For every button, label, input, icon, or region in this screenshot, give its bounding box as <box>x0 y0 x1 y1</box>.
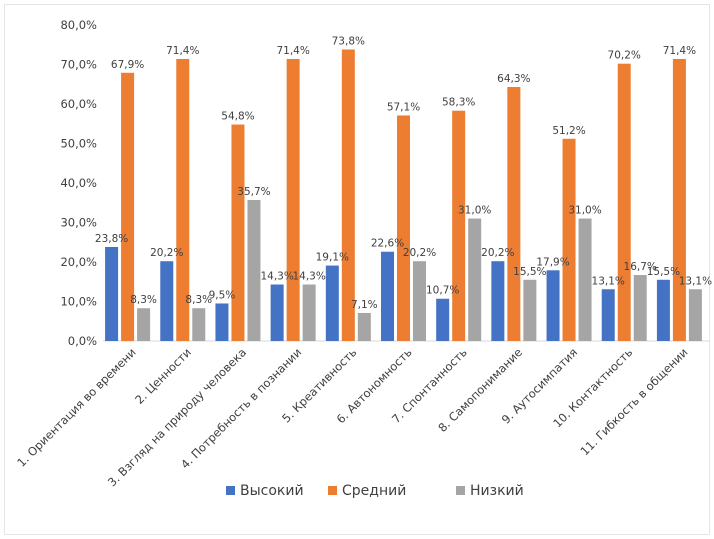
bar-low <box>137 308 151 341</box>
data-label: 23,8% <box>95 233 128 245</box>
y-tick-label: 20,0% <box>60 255 97 269</box>
x-category-label: 1. Ориентация во времени <box>14 345 138 469</box>
data-label: 20,2% <box>150 247 183 259</box>
data-label: 17,9% <box>536 256 569 268</box>
bar-high <box>105 246 119 341</box>
data-label: 71,4% <box>663 45 696 57</box>
bar-high <box>491 261 505 341</box>
bar-high <box>270 284 284 341</box>
y-tick-label: 80,0% <box>60 18 97 32</box>
bar-medium <box>341 49 355 342</box>
data-label: 13,1% <box>592 275 625 287</box>
bar-medium <box>507 87 521 341</box>
y-tick-label: 70,0% <box>60 58 97 72</box>
data-label: 20,2% <box>403 247 436 259</box>
bar-high <box>601 289 615 341</box>
data-label: 22,6% <box>371 238 404 250</box>
data-label: 15,5% <box>513 266 546 278</box>
data-label: 54,8% <box>221 111 254 123</box>
bar-medium <box>231 124 245 341</box>
data-label: 58,3% <box>442 97 475 109</box>
data-label: 8,3% <box>130 294 157 306</box>
x-category-label: 2. Ценности <box>132 345 194 407</box>
bar-low <box>578 218 592 341</box>
bar-medium <box>121 72 135 342</box>
bar-low <box>302 284 316 341</box>
data-label: 10,7% <box>426 285 459 297</box>
legend-swatch <box>226 486 235 495</box>
bar-medium <box>286 58 300 341</box>
bar-medium <box>672 58 686 341</box>
bar-high <box>656 279 670 341</box>
bars <box>105 49 702 342</box>
data-label: 73,8% <box>332 35 365 47</box>
y-tick-label: 0,0% <box>68 334 97 348</box>
bar-low <box>247 199 261 341</box>
data-label: 19,1% <box>316 252 349 264</box>
data-label: 13,1% <box>679 275 712 287</box>
bar-medium <box>617 63 631 342</box>
data-label: 71,4% <box>166 45 199 57</box>
data-label: 8,3% <box>185 294 212 306</box>
legend: Высокий Средний Низкий <box>226 483 524 499</box>
data-labels: 23,8%67,9%8,3%20,2%71,4%8,3%9,5%54,8%35,… <box>95 35 712 310</box>
legend-swatch <box>328 486 337 495</box>
data-label: 35,7% <box>237 186 270 198</box>
bar-low <box>523 279 537 341</box>
bar-high <box>436 298 450 341</box>
bar-low <box>468 218 482 341</box>
bar-medium <box>176 58 190 341</box>
data-label: 15,5% <box>647 266 680 278</box>
y-tick-label: 60,0% <box>60 97 97 111</box>
bar-medium <box>397 115 410 341</box>
bar-high <box>546 270 560 341</box>
y-axis: 0,0% 10,0% 20,0% 30,0% 40,0% 50,0% 60,0% 70,0% 8… <box>60 18 97 348</box>
bar-low <box>688 289 702 341</box>
bar-high <box>215 303 229 341</box>
data-label: 70,2% <box>608 50 641 62</box>
data-label: 71,4% <box>276 45 309 57</box>
data-label: 31,0% <box>568 205 601 217</box>
data-label: 9,5% <box>209 289 236 301</box>
bar-low <box>413 261 426 341</box>
bar-high <box>381 251 394 341</box>
legend-label: Низкий <box>470 483 524 499</box>
data-label: 20,2% <box>481 247 514 259</box>
bar-medium <box>452 110 466 341</box>
data-label: 64,3% <box>497 73 530 85</box>
bar-high <box>325 265 339 341</box>
bar-low <box>357 312 371 341</box>
bar-low <box>633 275 647 341</box>
data-label: 67,9% <box>111 59 144 71</box>
y-tick-label: 50,0% <box>60 137 97 151</box>
data-label: 16,7% <box>624 261 657 273</box>
data-label: 14,3% <box>260 271 293 283</box>
bar-low <box>192 308 206 341</box>
legend-label: Средний <box>342 483 406 499</box>
bar-medium <box>562 138 576 341</box>
legend-swatch <box>456 486 465 495</box>
legend-label: Высокий <box>240 483 304 499</box>
y-tick-label: 30,0% <box>60 216 97 230</box>
data-label: 7,1% <box>351 299 378 311</box>
y-tick-label: 10,0% <box>60 295 97 309</box>
x-category-label: 11. Гибкость в общении <box>577 345 690 458</box>
bar-high <box>160 261 174 341</box>
y-tick-label: 40,0% <box>60 176 97 190</box>
data-label: 14,3% <box>292 271 325 283</box>
data-label: 57,1% <box>387 101 420 113</box>
data-label: 51,2% <box>552 125 585 137</box>
data-label: 31,0% <box>458 205 491 217</box>
